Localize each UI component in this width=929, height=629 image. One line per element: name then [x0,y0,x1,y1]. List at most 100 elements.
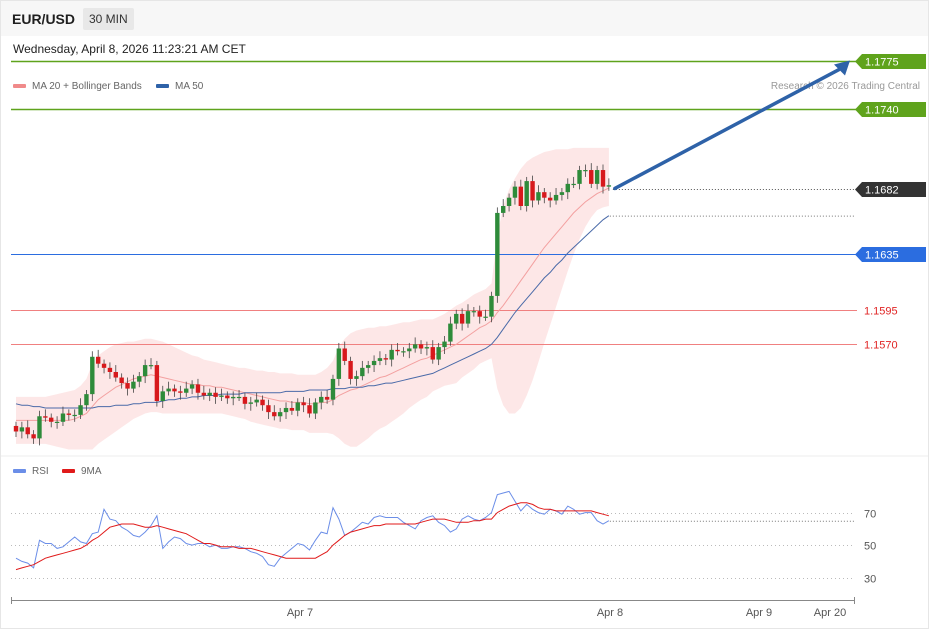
candle [424,341,430,356]
candle-body [266,405,271,413]
ma20-label: MA 20 + Bollinger Bands [32,81,142,92]
candle [295,398,300,417]
candle-body [401,351,406,353]
candle-body [260,399,265,406]
candle-body [178,391,183,393]
candle [389,344,394,367]
candle-body [313,402,318,414]
candle [307,398,312,418]
candle [571,176,576,189]
candle [501,199,506,218]
bollinger-band-fill [16,147,609,450]
candle [43,409,48,422]
candle [289,401,295,415]
candle-body [477,311,482,317]
candle-body [366,365,371,368]
level-label-1.1635: 1.1635 [865,250,899,262]
candle-body [160,391,165,402]
9ma-swatch [62,469,75,474]
candle [313,398,318,420]
candle-body [125,383,130,389]
9ma-label: 9MA [81,466,102,477]
time-label: Apr 8 [597,607,623,619]
candle-body [471,311,477,313]
time-label: Apr 20 [814,607,846,619]
candle [78,398,83,420]
candle [90,351,95,402]
candle [277,407,283,422]
candle [283,402,289,420]
candle-body [600,170,606,187]
candle [401,347,406,357]
legend-rsi: RSI [13,466,49,477]
header-bar: EUR/USD 30 MIN [1,1,928,36]
symbol-title[interactable]: EUR/USD [12,11,76,27]
candle-body [37,416,42,439]
candle-body [113,372,118,378]
candle [542,188,547,204]
candle [465,304,471,328]
timeframe-badge[interactable]: 30 MIN [83,8,134,30]
candle-body [354,376,359,379]
candle-body [95,356,101,364]
candle [219,388,224,402]
candle-body [589,170,594,184]
candle-body [301,402,306,406]
candle [272,405,277,421]
candle [119,373,124,389]
candle [454,309,459,330]
candle-body [131,381,136,389]
candle-body [230,396,236,399]
candle [66,409,72,421]
level-label-1.1570: 1.1570 [864,340,898,352]
candle-body [66,413,72,415]
candle-body [283,407,289,413]
candle-body [395,349,400,352]
candle [248,396,253,411]
candle [19,421,25,439]
candle [330,374,336,406]
candle [512,181,518,205]
candle [101,359,107,374]
legend-9ma: 9MA [62,466,102,477]
candle [442,336,447,355]
candle-body [495,212,500,296]
candle-body [154,365,160,402]
candle [483,309,488,321]
candle [559,188,565,201]
candle [236,389,242,402]
candle [172,384,177,397]
candle-body [31,434,36,439]
candle [506,193,512,212]
candle [184,381,189,397]
rsi-tick-label: 30 [864,574,876,586]
candle [407,342,412,359]
candle [348,356,353,385]
forecast-arrowhead [834,60,850,76]
candle-body [524,181,529,206]
candle [547,192,553,208]
candle-body [43,416,48,418]
candle [201,385,207,400]
candle [366,360,371,374]
candle-body [336,348,342,379]
level-tag-1.1635 [855,247,926,262]
candle-body [324,396,330,400]
candle [95,349,101,368]
candle-body [577,170,582,184]
candle [301,396,306,413]
candle-body [148,365,154,367]
candle [600,164,606,194]
candle [107,362,113,379]
rsi-series-9MA [15,502,610,571]
candle [536,185,541,205]
legend-ma20: MA 20 + Bollinger Bands [13,81,142,92]
level-label-1.1682: 1.1682 [865,185,899,197]
candle-body [342,348,347,361]
candle-body [254,399,259,403]
candle-body [295,402,300,411]
candle [489,291,494,323]
candle [125,377,130,396]
candle [260,395,265,411]
candle-body [90,356,95,395]
